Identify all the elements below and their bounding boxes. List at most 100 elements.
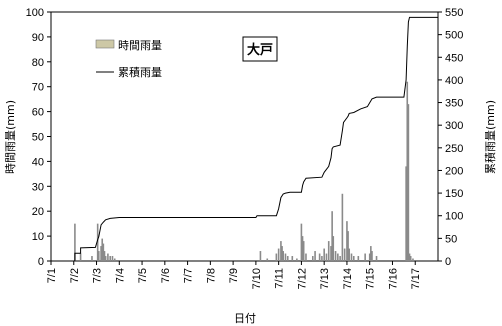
hourly-rainfall-bar bbox=[350, 253, 353, 261]
x-tick-label: 7/10 bbox=[251, 268, 263, 289]
hourly-rainfall-bar bbox=[79, 253, 82, 261]
legend-bar-swatch bbox=[95, 39, 115, 49]
right-y-tick-label: 50 bbox=[445, 233, 457, 245]
legend-label-cumulative: 累積雨量 bbox=[118, 65, 162, 79]
left-y-tick-label: 0 bbox=[38, 256, 44, 268]
right-y-tick-label: 200 bbox=[445, 165, 463, 177]
hourly-rainfall-bar bbox=[347, 231, 349, 261]
hourly-rainfall-bar bbox=[291, 256, 294, 261]
hourly-rainfall-bars bbox=[74, 81, 414, 261]
x-tick-label: 7/8 bbox=[205, 268, 217, 283]
title-frame bbox=[242, 36, 278, 62]
hourly-rainfall-bar bbox=[346, 221, 348, 261]
right-y-tick-label: 350 bbox=[445, 98, 463, 110]
hourly-rainfall-bar bbox=[334, 251, 337, 261]
hourly-rainfall-bar bbox=[409, 256, 412, 261]
x-tick-label: 7/15 bbox=[365, 268, 377, 289]
hourly-rainfall-bar bbox=[407, 104, 410, 261]
right-y-tick-label: 150 bbox=[445, 188, 463, 200]
hourly-rainfall-bar bbox=[327, 241, 330, 261]
hourly-rainfall-bar bbox=[277, 248, 280, 261]
left-y-tick-label: 80 bbox=[32, 57, 44, 69]
cumulative-rainfall-line bbox=[51, 16, 438, 262]
hourly-rainfall-bar bbox=[109, 256, 111, 261]
hourly-rainfall-bar bbox=[281, 246, 283, 261]
hourly-rainfall-bar bbox=[302, 241, 305, 261]
right-y-tick-label: 400 bbox=[445, 75, 463, 87]
x-tick-label: 7/3 bbox=[92, 268, 104, 283]
hourly-rainfall-bar bbox=[371, 251, 373, 261]
legend: 時間雨量 累積雨量 bbox=[95, 39, 162, 79]
hourly-rainfall-bar bbox=[332, 236, 335, 261]
x-tick-label: 7/16 bbox=[387, 268, 399, 289]
hourly-rainfall-bar bbox=[412, 258, 414, 261]
hourly-rainfall-bar bbox=[101, 238, 104, 261]
hourly-rainfall-bar bbox=[318, 253, 321, 261]
right-y-tick-label: 100 bbox=[445, 211, 463, 223]
hourly-rainfall-bar bbox=[337, 253, 339, 261]
left-y-axis: 0 10 20 30 40 50 60 70 80 90 100 bbox=[26, 7, 51, 268]
hourly-rainfall-bar bbox=[375, 256, 378, 261]
hourly-rainfall-bar bbox=[331, 211, 333, 261]
legend-label-hourly: 時間雨量 bbox=[118, 39, 162, 52]
hourly-rainfall-bar bbox=[102, 243, 105, 261]
hourly-rainfall-bar bbox=[259, 251, 262, 261]
right-y-tick-label: 550 bbox=[445, 7, 463, 19]
right-y-tick-label: 300 bbox=[445, 120, 463, 132]
hourly-rainfall-bar bbox=[406, 81, 409, 261]
right-y-tick-label: 250 bbox=[445, 143, 463, 155]
left-y-tick-label: 70 bbox=[32, 82, 44, 94]
hourly-rainfall-bar bbox=[330, 246, 332, 261]
x-tick-label: 7/1 bbox=[46, 268, 58, 283]
hourly-rainfall-bar bbox=[275, 253, 278, 261]
hourly-rainfall-bar bbox=[300, 223, 303, 261]
x-axis-label: 日付 bbox=[234, 312, 256, 325]
hourly-rainfall-bar bbox=[107, 253, 109, 261]
hourly-rainfall-bar bbox=[323, 248, 325, 261]
hourly-rainfall-bar bbox=[286, 256, 289, 261]
x-tick-label: 7/13 bbox=[319, 268, 331, 289]
right-y-tick-label: 450 bbox=[445, 52, 463, 64]
hourly-rainfall-bar bbox=[368, 253, 371, 261]
y-axis-left-label: 時間雨量(mm) bbox=[4, 100, 17, 174]
hourly-rainfall-bar bbox=[341, 193, 344, 261]
hourly-rainfall-bar bbox=[280, 241, 282, 261]
left-y-tick-label: 90 bbox=[32, 32, 44, 44]
hourly-rainfall-bar bbox=[74, 223, 76, 261]
x-tick-label: 7/17 bbox=[410, 268, 422, 289]
x-tick-label: 7/11 bbox=[274, 268, 286, 289]
hourly-rainfall-bar bbox=[301, 236, 304, 261]
hourly-rainfall-bar bbox=[357, 256, 360, 261]
hourly-rainfall-bar bbox=[98, 251, 100, 261]
hourly-rainfall-bar bbox=[343, 248, 346, 261]
x-tick-label: 7/6 bbox=[160, 268, 172, 283]
hourly-rainfall-bar bbox=[266, 258, 269, 261]
hourly-rainfall-bar bbox=[96, 223, 99, 261]
hourly-rainfall-bar bbox=[352, 256, 355, 261]
left-y-tick-label: 10 bbox=[32, 231, 44, 243]
hourly-rainfall-bar bbox=[104, 256, 107, 261]
right-y-tick-label: 500 bbox=[445, 30, 463, 42]
right-y-tick-label: 0 bbox=[445, 256, 451, 268]
x-axis: 7/1 7/2 7/3 7/4 7/5 7/6 7/7 7/8 7/9 7/10 7/11 7/12 7… bbox=[46, 261, 422, 289]
hourly-rainfall-bar bbox=[100, 246, 102, 261]
left-y-tick-label: 20 bbox=[32, 206, 44, 218]
hourly-rainfall-bar bbox=[111, 256, 114, 261]
cumulative-rainfall-layer bbox=[51, 16, 438, 262]
hourly-rainfall-bar bbox=[348, 248, 351, 261]
right-y-axis: 0 50 100 150 200 250 300 350 400 450 500 550 bbox=[438, 7, 463, 268]
hourly-rainfall-bar bbox=[339, 256, 341, 261]
hourly-rainfall-bar bbox=[91, 256, 93, 261]
hourly-rainfall-bar bbox=[364, 253, 366, 261]
left-y-tick-label: 100 bbox=[26, 7, 44, 19]
hourly-rainfall-bar bbox=[305, 253, 307, 261]
x-tick-label: 7/12 bbox=[296, 268, 308, 289]
hourly-rainfall-bar bbox=[103, 251, 106, 261]
x-tick-label: 7/4 bbox=[114, 268, 126, 283]
x-tick-label: 7/2 bbox=[69, 268, 81, 283]
x-tick-label: 7/7 bbox=[183, 268, 195, 283]
left-y-tick-label: 40 bbox=[32, 156, 44, 168]
x-tick-label: 7/9 bbox=[228, 268, 240, 283]
hourly-rainfall-bar bbox=[284, 253, 287, 261]
hourly-rainfall-bar bbox=[321, 256, 323, 261]
